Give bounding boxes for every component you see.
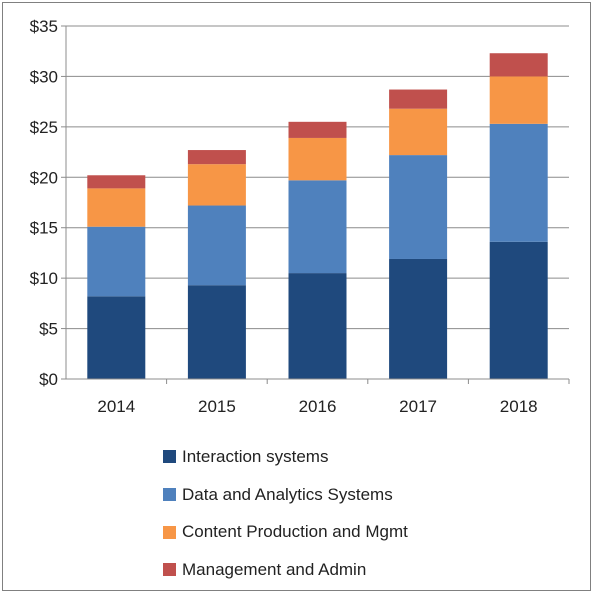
legend-swatch (163, 563, 176, 577)
bar-segment (288, 121, 347, 138)
bar-segment (389, 155, 448, 259)
legend-swatch (163, 488, 176, 502)
bar-segment (87, 296, 146, 379)
bar-segment (87, 188, 146, 227)
x-tick-label: 2017 (399, 397, 437, 416)
bar-segment (489, 53, 548, 77)
bar-segment (288, 180, 347, 274)
bar-segment (187, 285, 246, 379)
x-tick-label: 2014 (97, 397, 135, 416)
bar-segment (389, 108, 448, 156)
legend-swatch (163, 525, 176, 539)
x-tick-label: 2016 (299, 397, 337, 416)
x-axis-tick-labels: 2014 2015 2016 2017 2018 (97, 379, 570, 416)
y-tick-label: $25 (30, 118, 58, 137)
x-tick-label: 2018 (500, 397, 538, 416)
y-tick-label: $30 (30, 67, 58, 86)
y-tick-label: $5 (39, 320, 58, 339)
legend-item: Content Production and Mgmt (163, 513, 408, 551)
y-tick-label: $20 (30, 168, 58, 187)
y-tick-label: $15 (30, 219, 58, 238)
bar-segment (187, 150, 246, 165)
legend-item: Management and Admin (163, 551, 408, 589)
bar-segment (87, 226, 146, 297)
legend-label: Content Production and Mgmt (182, 522, 408, 542)
bar-segment (288, 137, 347, 181)
bar-segment (87, 175, 146, 189)
bar-segment (187, 164, 246, 206)
bar-segment (288, 273, 347, 379)
x-tick-label: 2015 (198, 397, 236, 416)
legend-swatch (163, 450, 176, 464)
y-tick-label: $0 (39, 370, 58, 389)
bar-segment (389, 258, 448, 379)
legend-item: Interaction systems (163, 438, 408, 476)
bars (87, 53, 548, 379)
bar-segment (489, 241, 548, 379)
legend-label: Management and Admin (182, 559, 367, 579)
y-tick-label: $35 (30, 17, 58, 36)
legend-label: Interaction systems (182, 446, 329, 466)
y-axis-tick-labels: $0 $5 $10 $15 $20 $25 $30 $35 (30, 17, 66, 389)
legend-item: Data and Analytics Systems (163, 476, 408, 514)
bar-segment (187, 205, 246, 286)
bar-segment (489, 123, 548, 242)
bar-segment (389, 89, 448, 109)
bar-segment (489, 76, 548, 124)
y-tick-label: $10 (30, 269, 58, 288)
legend-label: Data and Analytics Systems (182, 484, 393, 504)
legend: Interaction systems Data and Analytics Sy… (163, 438, 408, 589)
